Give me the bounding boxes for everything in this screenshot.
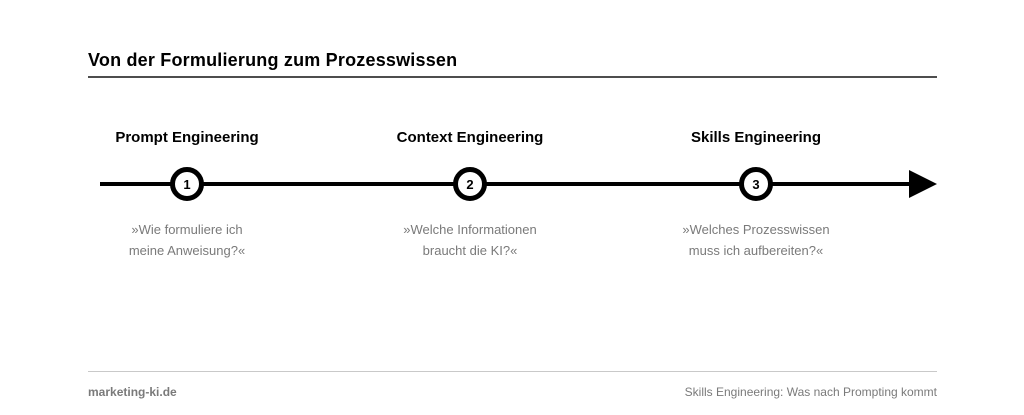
stage-skills-engineering: Skills Engineering 3 »Welches Prozesswis… [626,129,886,279]
stage-number: 3 [752,176,760,192]
stage-heading: Prompt Engineering [115,129,259,146]
stage-marker-2: 2 [453,167,487,201]
stage-quote: »Welches Prozesswissen muss ich aufberei… [682,222,830,258]
stage-quote: »Wie formuliere ich meine Anweisung?« [128,222,246,258]
stage-number: 2 [466,176,474,192]
stage-context-engineering: Context Engineering 2 »Welche Informatio… [340,129,600,279]
stage-heading: Context Engineering [396,129,544,146]
stage-number: 1 [183,176,191,192]
stage-marker-3: 3 [739,167,773,201]
page-title: Von der Formulierung zum Prozesswissen [88,50,458,70]
footer-rule [88,371,937,372]
site-label: marketing-ki.de [88,385,177,399]
arrowhead-icon [909,170,937,198]
title-rule [88,76,937,78]
slide-caption: Skills Engineering: Was nach Prompting k… [684,385,937,399]
stage-quote: »Welche Informationen braucht die KI?« [403,222,537,258]
stage-prompt-engineering: Prompt Engineering 1 »Wie formuliere ich… [57,129,317,279]
timeline-axis [100,182,912,186]
stage-marker-1: 1 [170,167,204,201]
stage-heading: Skills Engineering [690,129,822,146]
